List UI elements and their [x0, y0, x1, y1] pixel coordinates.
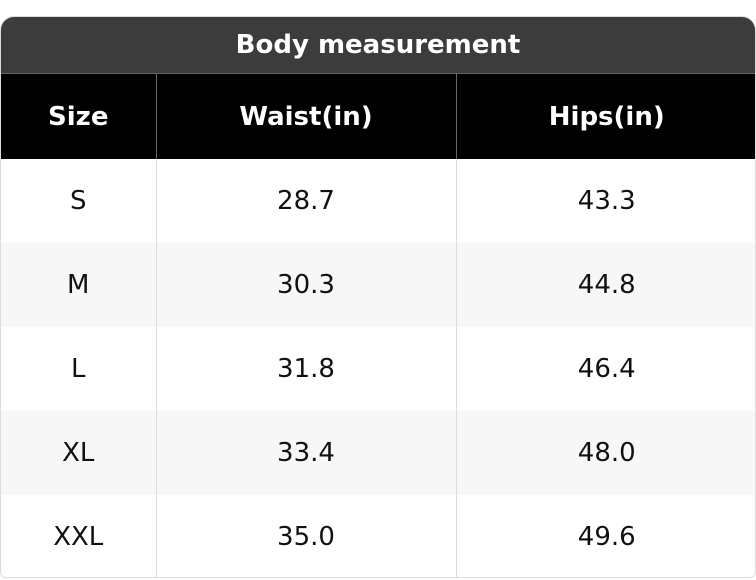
table-cell: 46.4 — [455, 327, 755, 411]
table-cell: XL — [1, 411, 156, 495]
header-row: Size Waist(in) Hips(in) — [1, 74, 755, 159]
table-cell: M — [1, 243, 156, 327]
table-cell: 44.8 — [455, 243, 755, 327]
table-cell: 35.0 — [155, 495, 456, 577]
size-table: Size Waist(in) Hips(in) S 28.7 43.3 M 30.3 44.8… — [1, 74, 755, 577]
table-cell: L — [71, 354, 86, 384]
table-cell: 31.8 — [155, 327, 456, 411]
table-cell: 33.4 — [155, 411, 456, 495]
column-header: Hips(in) — [455, 74, 755, 159]
table-cell: 43.3 — [455, 159, 755, 243]
table-row: L 31.8 46.4 — [1, 327, 755, 411]
table-cell: 48.0 — [455, 411, 755, 495]
table-row: XL 33.4 48.0 — [1, 411, 755, 495]
table-cell: 49.6 — [455, 495, 755, 577]
column-header: Size — [1, 74, 156, 159]
table-cell: S — [69, 186, 87, 216]
table-cell: XXL — [53, 522, 104, 552]
table-cell: 28.7 — [155, 159, 456, 243]
table-row: S 28.7 43.3 — [1, 159, 755, 243]
size-table-card: Body measurement Size Waist(in) Hips(in) S… — [0, 16, 756, 578]
table-row: M 30.3 44.8 — [1, 243, 755, 327]
column-header: Waist(in) — [155, 74, 456, 159]
table-title: Body measurement — [1, 17, 755, 74]
table-row: XXL 35.0 49.6 — [1, 495, 755, 577]
table-cell: 30.3 — [155, 243, 456, 327]
table-body: S 28.7 43.3 M 30.3 44.8 L 31.8 46.4 XL 33.4 48.0 XXL… — [1, 159, 755, 577]
